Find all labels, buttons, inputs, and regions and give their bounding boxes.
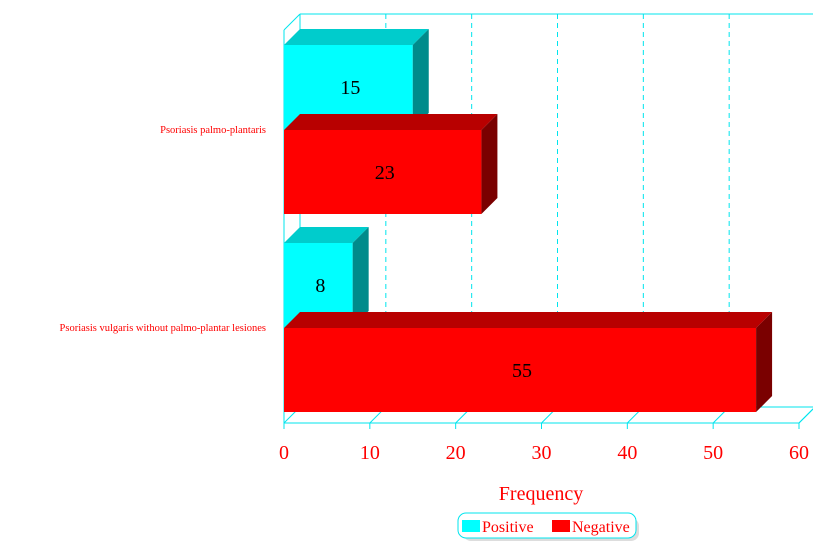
frame-top-left-diagonal — [283, 13, 301, 31]
bar-value-label: 23 — [375, 162, 395, 184]
x-tick-label: 50 — [703, 442, 723, 464]
bar-side — [352, 227, 369, 327]
bar-side — [412, 29, 429, 129]
legend-swatch-positive — [462, 520, 480, 532]
bar-negative-0: 23 — [284, 114, 498, 214]
x-tick-label: 10 — [360, 442, 380, 464]
x-tick-label: 40 — [617, 442, 637, 464]
bar-top — [284, 29, 429, 45]
legend-box — [457, 512, 637, 539]
bar-value-label: 8 — [315, 275, 325, 297]
bar-front — [284, 328, 757, 412]
bar-value-label: 15 — [340, 77, 360, 99]
bar-top — [284, 312, 773, 328]
bar-front — [284, 130, 482, 214]
legend-label-positive: Positive — [482, 519, 534, 536]
legend: Positive Negative — [457, 512, 639, 541]
y-axis-labels: Psoriasis palmo-plantaris Psoriasis vulga… — [60, 125, 266, 334]
x-tick-label: 60 — [789, 442, 809, 464]
bar-top — [284, 227, 369, 243]
floor-gridline — [798, 408, 813, 424]
x-axis-ticks: 0 10 20 30 40 50 60 — [279, 423, 809, 464]
bar-top — [284, 114, 498, 130]
x-tick-label: 0 — [279, 442, 289, 464]
bar-negative-1: 55 — [284, 312, 773, 412]
x-tick-label: 20 — [446, 442, 466, 464]
bar-value-label: 55 — [512, 360, 532, 382]
bars: 15 23 8 55 — [284, 29, 773, 412]
x-tick-label: 30 — [532, 442, 552, 464]
legend-label-negative: Negative — [572, 519, 630, 536]
bar-side — [756, 312, 773, 412]
category-label: Psoriasis vulgaris without palmo-plantar… — [60, 323, 266, 334]
bar-side — [481, 114, 498, 214]
legend-swatch-negative — [552, 520, 570, 532]
category-label: Psoriasis palmo-plantaris — [160, 125, 266, 136]
x-axis-label: Frequency — [499, 483, 583, 505]
